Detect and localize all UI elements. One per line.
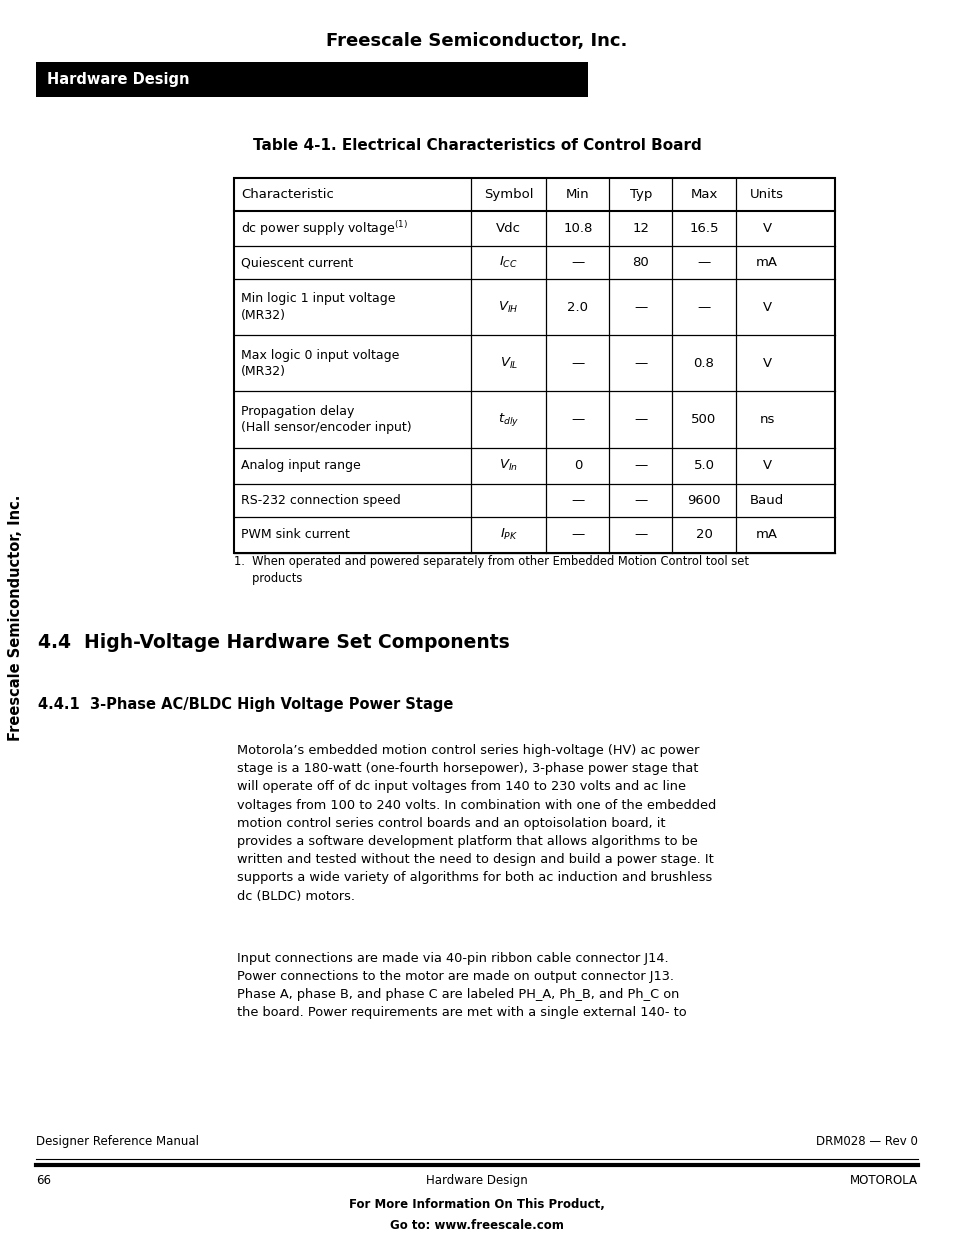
Text: —: —: [634, 494, 647, 506]
Text: MOTOROLA: MOTOROLA: [849, 1174, 917, 1188]
Text: Go to: www.freescale.com: Go to: www.freescale.com: [390, 1219, 563, 1233]
Text: Min: Min: [565, 188, 589, 201]
Text: 1.  When operated and powered separately from other Embedded Motion Control tool: 1. When operated and powered separately …: [233, 555, 748, 585]
Text: 10.8: 10.8: [562, 222, 592, 235]
Text: 4.4.1  3-Phase AC/BLDC High Voltage Power Stage: 4.4.1 3-Phase AC/BLDC High Voltage Power…: [38, 697, 453, 713]
Text: —: —: [634, 459, 647, 472]
Text: Input connections are made via 40-pin ribbon cable connector J14.
Power connecti: Input connections are made via 40-pin ri…: [236, 951, 685, 1019]
Text: Max: Max: [690, 188, 717, 201]
Text: V: V: [761, 357, 771, 370]
Text: 0: 0: [573, 459, 581, 472]
Text: 20: 20: [695, 529, 712, 541]
Text: 12: 12: [632, 222, 649, 235]
Text: Propagation delay
(Hall sensor/encoder input): Propagation delay (Hall sensor/encoder i…: [241, 405, 412, 435]
Text: Max logic 0 input voltage
(MR32): Max logic 0 input voltage (MR32): [241, 348, 399, 378]
Text: —: —: [634, 357, 647, 370]
Text: $V_{IH}$: $V_{IH}$: [497, 300, 518, 315]
Text: —: —: [571, 256, 584, 269]
Text: —: —: [634, 529, 647, 541]
Text: Hardware Design: Hardware Design: [47, 72, 189, 88]
Text: mA: mA: [756, 256, 778, 269]
Text: RS-232 connection speed: RS-232 connection speed: [241, 494, 400, 506]
Text: Hardware Design: Hardware Design: [426, 1174, 527, 1188]
Text: Freescale Semiconductor, Inc.: Freescale Semiconductor, Inc.: [8, 494, 23, 741]
Text: —: —: [697, 300, 710, 314]
Text: Analog input range: Analog input range: [241, 459, 361, 472]
Text: Baud: Baud: [749, 494, 783, 506]
Text: 2.0: 2.0: [567, 300, 588, 314]
Text: 5.0: 5.0: [693, 459, 714, 472]
Text: 80: 80: [632, 256, 649, 269]
Text: V: V: [761, 459, 771, 472]
Text: ns: ns: [759, 412, 774, 426]
Text: Designer Reference Manual: Designer Reference Manual: [36, 1135, 199, 1149]
Text: Quiescent current: Quiescent current: [241, 256, 354, 269]
Text: —: —: [571, 357, 584, 370]
Text: Min logic 1 input voltage
(MR32): Min logic 1 input voltage (MR32): [241, 293, 395, 322]
Text: 9600: 9600: [686, 494, 720, 506]
Text: Symbol: Symbol: [483, 188, 533, 201]
Text: 500: 500: [691, 412, 716, 426]
Text: Units: Units: [749, 188, 783, 201]
Text: 0.8: 0.8: [693, 357, 714, 370]
Text: Typ: Typ: [629, 188, 652, 201]
Text: 16.5: 16.5: [689, 222, 718, 235]
Text: V: V: [761, 300, 771, 314]
Bar: [36, 62, 587, 98]
Text: $I_{CC}$: $I_{CC}$: [498, 256, 517, 270]
Text: DRM028 — Rev 0: DRM028 — Rev 0: [815, 1135, 917, 1149]
Bar: [233, 178, 834, 553]
Text: $V_{IL}$: $V_{IL}$: [499, 356, 517, 370]
Text: Table 4-1. Electrical Characteristics of Control Board: Table 4-1. Electrical Characteristics of…: [253, 138, 700, 153]
Text: Motorola’s embedded motion control series high-voltage (HV) ac power
stage is a : Motorola’s embedded motion control serie…: [236, 743, 715, 903]
Text: —: —: [697, 256, 710, 269]
Text: —: —: [634, 300, 647, 314]
Text: —: —: [571, 494, 584, 506]
Text: $t_{dly}$: $t_{dly}$: [497, 411, 518, 429]
Text: For More Information On This Product,: For More Information On This Product,: [349, 1198, 604, 1212]
Text: —: —: [634, 412, 647, 426]
Text: $I_{PK}$: $I_{PK}$: [499, 527, 517, 542]
Text: PWM sink current: PWM sink current: [241, 529, 350, 541]
Text: mA: mA: [756, 529, 778, 541]
Text: —: —: [571, 529, 584, 541]
Text: Characteristic: Characteristic: [241, 188, 334, 201]
Text: —: —: [571, 412, 584, 426]
Text: 66: 66: [36, 1174, 51, 1188]
Text: V: V: [761, 222, 771, 235]
Text: dc power supply voltage$^{(1)}$: dc power supply voltage$^{(1)}$: [241, 219, 408, 238]
Text: 4.4  High-Voltage Hardware Set Components: 4.4 High-Voltage Hardware Set Components: [38, 632, 509, 652]
Text: $V_{In}$: $V_{In}$: [498, 458, 517, 473]
Text: Vdc: Vdc: [496, 222, 520, 235]
Text: Freescale Semiconductor, Inc.: Freescale Semiconductor, Inc.: [326, 32, 627, 51]
